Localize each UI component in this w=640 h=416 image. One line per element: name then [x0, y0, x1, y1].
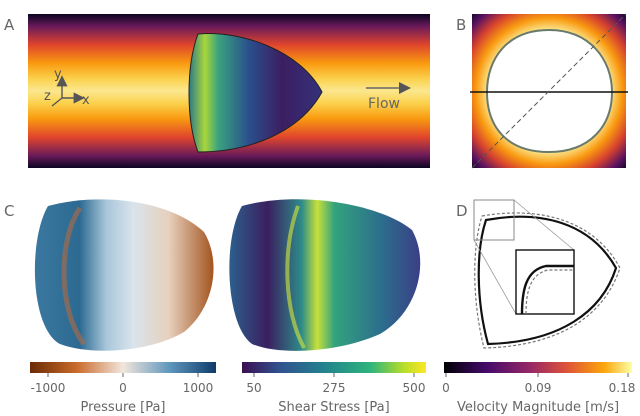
pressure-colorbar [30, 362, 216, 373]
velocity-tick-max: 0.18 [609, 381, 636, 395]
panel-b-letter: B [456, 16, 466, 34]
axes-triad [51, 75, 85, 107]
inset-contour-solid [520, 264, 574, 315]
shear-stress-cell [229, 199, 421, 351]
zoom-inset [515, 249, 575, 315]
cell-in-channel [188, 33, 323, 153]
velocity-tick-min: 0 [442, 381, 450, 395]
pressure-ring [61, 206, 87, 346]
velocity-tick-mid: 0.09 [525, 381, 552, 395]
pressure-cell [34, 199, 214, 351]
velocity-colorbar [444, 362, 632, 373]
zoom-source-box [473, 199, 515, 241]
shear-colorbar-label: Shear Stress [Pa] [278, 400, 389, 415]
pressure-tick-max: 1000 [183, 381, 214, 395]
pressure-tick-min: -1000 [31, 381, 66, 395]
shear-tick-min: 50 [246, 381, 261, 395]
contour-solid [477, 215, 618, 346]
velocity-colorbar-label: Velocity Magnitude [m/s] [457, 400, 619, 415]
axis-z-label: z [44, 89, 51, 104]
panel-a-letter: A [4, 16, 15, 34]
axis-y-label: y [54, 67, 62, 82]
axis-x-label: x [82, 93, 90, 108]
flow-label: Flow [368, 96, 400, 112]
shear-ring [285, 205, 306, 349]
zoom-connector-top [513, 199, 575, 251]
diagonal-cut-line [471, 13, 627, 169]
pressure-tick-mid: 0 [119, 381, 127, 395]
inset-contour-dashed [525, 269, 574, 315]
shear-colorbar [242, 362, 426, 373]
colorbar-ticks [47, 373, 629, 377]
panel-c-letter: C [4, 202, 14, 220]
shear-tick-mid: 275 [323, 381, 346, 395]
panel-d-letter: D [456, 202, 468, 220]
contour-dashed [474, 212, 621, 349]
zoom-connector-bottom [473, 239, 517, 315]
pressure-colorbar-label: Pressure [Pa] [80, 400, 165, 415]
shear-tick-max: 500 [403, 381, 426, 395]
